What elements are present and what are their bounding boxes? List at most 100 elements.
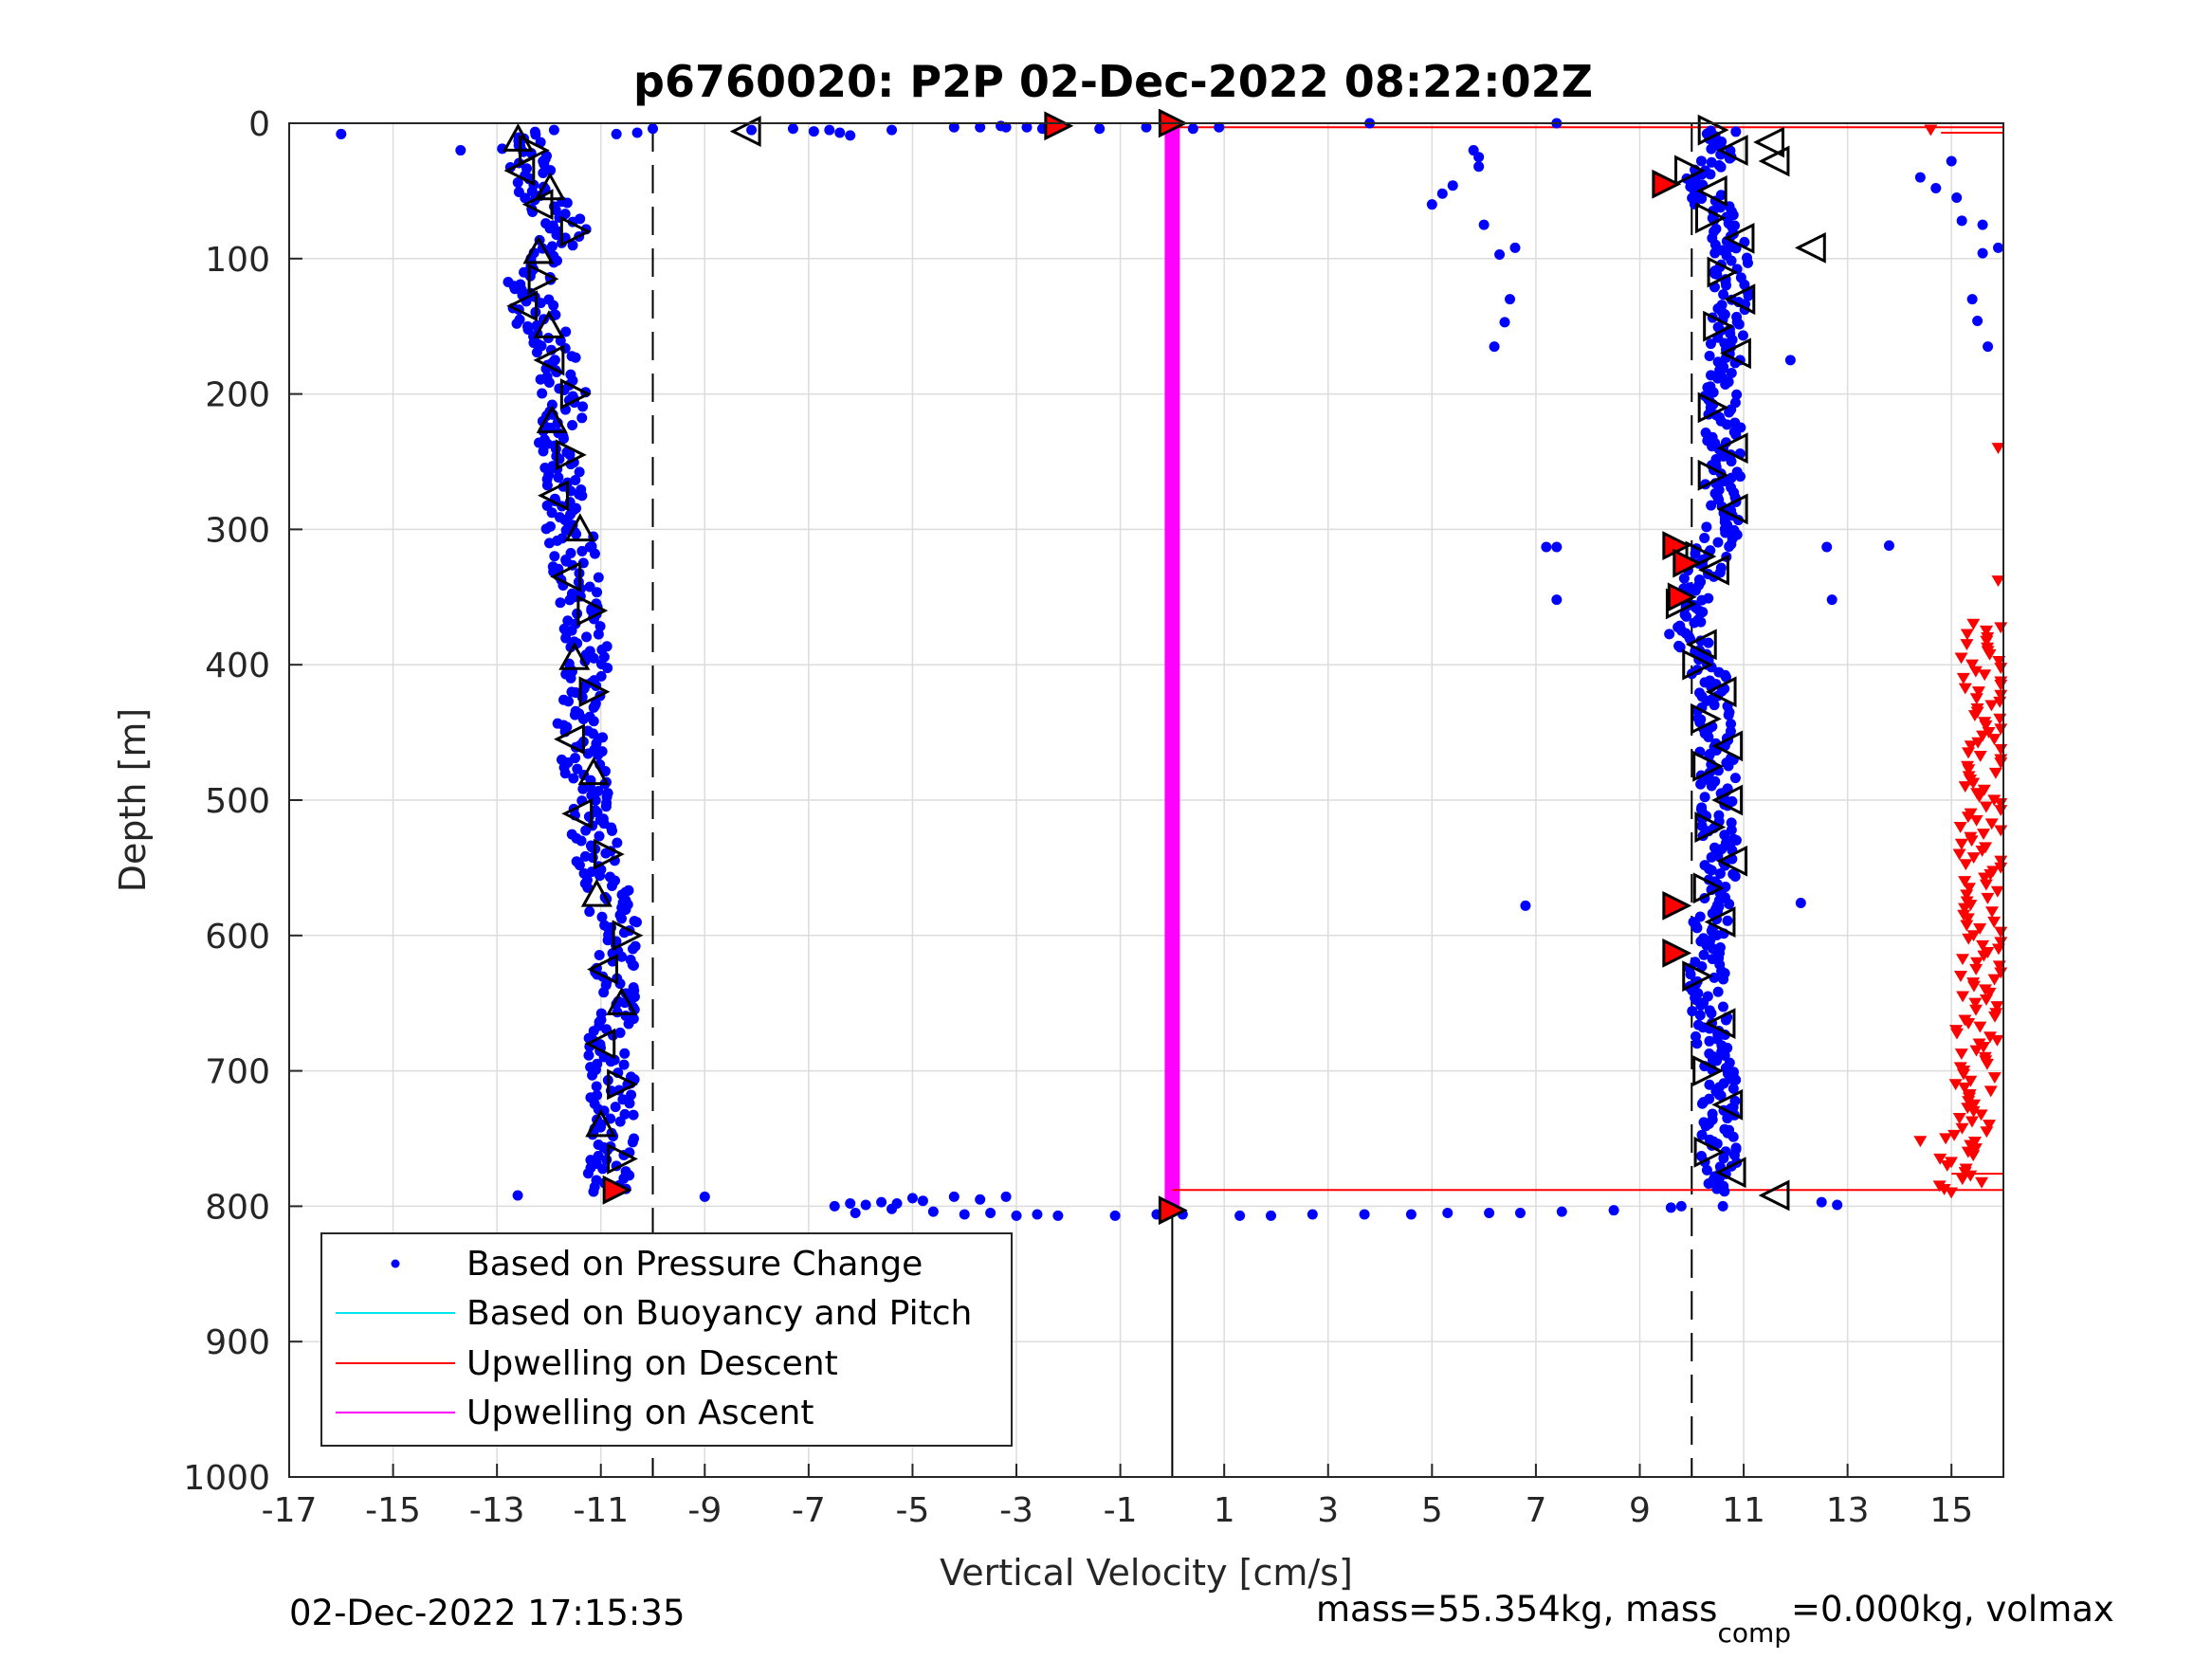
pressure-change-point [1505, 294, 1516, 305]
open-triangle-marker [1711, 730, 1744, 762]
pressure-change-point [588, 652, 599, 664]
pressure-change-point [1473, 161, 1485, 173]
pressure-change-point [1715, 1090, 1727, 1102]
pressure-change-point [1705, 169, 1716, 180]
open-triangle-marker [1697, 459, 1729, 491]
pressure-change-point [587, 1069, 598, 1081]
pressure-change-point [511, 318, 522, 329]
pressure-change-point [1703, 637, 1714, 648]
pressure-change-point [1728, 1131, 1739, 1142]
descent-upwelling-marker [1960, 920, 1974, 932]
descent-upwelling-marker [1962, 747, 1976, 759]
open-triangle-marker [527, 263, 559, 295]
pressure-change-point [558, 433, 569, 445]
x-tick-label: 1 [1214, 1491, 1235, 1530]
pressure-change-point [588, 716, 599, 727]
descent-upwelling-marker [1972, 791, 1986, 803]
pressure-change-point [584, 581, 595, 592]
pressure-change-point [583, 811, 594, 822]
pressure-change-point [631, 917, 642, 928]
pressure-change-point [1696, 192, 1708, 204]
pressure-change-point [553, 472, 564, 483]
pressure-change-point [948, 121, 960, 133]
pressure-change-point [1447, 180, 1458, 191]
pressure-change-point [1707, 954, 1718, 965]
pressure-change-point [917, 1195, 928, 1207]
pressure-change-point [1494, 249, 1506, 261]
descent-upwelling-marker [1991, 943, 2005, 956]
descent-upwelling-marker [1966, 777, 1981, 790]
pressure-change-point [1718, 974, 1729, 985]
descent-upwelling-marker [1937, 1183, 1951, 1195]
descent-upwelling-marker [1962, 764, 1976, 776]
descent-upwelling-marker [1969, 1045, 1983, 1057]
open-triangle-marker [580, 878, 612, 907]
descent-upwelling-marker [1967, 710, 1982, 722]
y-tick-label: 0 [248, 105, 270, 144]
pressure-change-point [1520, 900, 1531, 911]
descent-upwelling-marker [1953, 821, 1967, 833]
descent-upwelling-marker [1945, 1187, 1959, 1199]
pressure-change-point [1731, 389, 1743, 400]
pressure-change-point [598, 987, 610, 998]
descent-upwelling-marker [1960, 639, 1974, 651]
pressure-change-point [1966, 294, 1978, 305]
open-triangle-marker [607, 1142, 638, 1175]
pressure-change-point [1983, 341, 1994, 353]
pressure-change-point [1265, 1210, 1276, 1221]
pressure-change-point [593, 749, 604, 760]
ascent-upwelling-band [1164, 123, 1180, 1207]
descent-upwelling-marker [1977, 784, 1991, 796]
pressure-change-point [512, 1190, 523, 1201]
descent-upwelling-marker [1959, 859, 1973, 871]
pressure-change-point [1664, 629, 1675, 640]
x-tick-label: -9 [687, 1491, 722, 1530]
open-triangle-marker [561, 797, 594, 830]
pressure-change-point [1032, 1209, 1043, 1220]
pressure-change-point [576, 412, 588, 424]
pressure-change-point [1977, 247, 1988, 259]
pressure-change-point [563, 696, 575, 707]
pressure-change-point [1784, 355, 1796, 366]
pressure-change-point [570, 352, 581, 363]
open-triangle-marker [612, 920, 644, 952]
descent-upwelling-marker [1958, 902, 1972, 915]
pressure-change-point [512, 177, 523, 189]
y-tick-label: 200 [205, 376, 270, 415]
pressure-change-point [1681, 611, 1692, 622]
pressure-change-point [1717, 1001, 1728, 1012]
pressure-change-point [1951, 192, 1963, 204]
pressure-change-point [577, 783, 589, 794]
descent-upwelling-marker [1966, 1150, 1981, 1162]
chart-title: p6760020: P2P 02-Dec-2022 08:22:02Z [633, 56, 1593, 107]
descent-upwelling-marker [1978, 669, 1992, 682]
pressure-change-point [1484, 1208, 1495, 1219]
pressure-change-point [546, 507, 558, 519]
footer-mass-text-rest: =0.000kg, volmax [1791, 1589, 2114, 1630]
pressure-change-point [520, 192, 531, 204]
pressure-change-point [627, 943, 638, 955]
footer-mass-info: mass=55.354kg, masscomp=0.000kg, volmax [1316, 1589, 2114, 1649]
pressure-change-point [587, 852, 598, 864]
pressure-change-point [574, 860, 585, 871]
descent-upwelling-marker [1962, 933, 1976, 945]
descent-upwelling-marker [1973, 1021, 1987, 1033]
open-triangle-marker [1716, 135, 1748, 166]
descent-upwelling-marker [1955, 1122, 1969, 1135]
pressure-change-point [1711, 1055, 1723, 1066]
open-triangle-marker [1692, 872, 1725, 904]
y-tick-label: 800 [205, 1188, 270, 1227]
pressure-change-point [927, 1206, 939, 1217]
x-tick-label: 9 [1629, 1491, 1651, 1530]
pressure-change-point [535, 298, 546, 309]
pressure-change-point [1000, 121, 1012, 133]
pressure-change-point [887, 1203, 898, 1214]
y-tick-label: 1000 [183, 1459, 270, 1498]
pressure-change-point [1795, 898, 1806, 909]
pressure-change-point [610, 1102, 621, 1113]
pressure-change-point [1706, 1008, 1717, 1019]
pressure-change-point [975, 1194, 986, 1205]
descent-upwelling-marker [1991, 443, 2005, 455]
pressure-change-point [1721, 419, 1732, 430]
pressure-change-point [1689, 617, 1700, 629]
